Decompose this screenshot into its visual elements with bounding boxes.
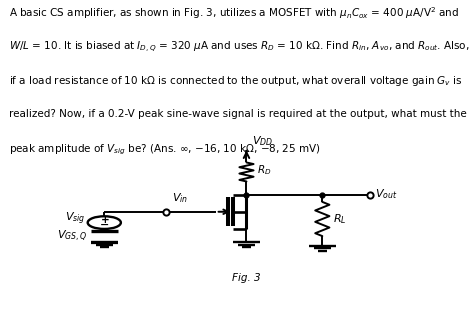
Text: $R_L$: $R_L$ [333,212,346,226]
Text: $V_{GS,Q}$: $V_{GS,Q}$ [57,229,87,244]
Text: $R_D$: $R_D$ [257,163,271,177]
Text: A basic CS amplifier, as shown in Fig. 3, utilizes a MOSFET with $\mu_nC_{ox}$ =: A basic CS amplifier, as shown in Fig. 3… [9,5,460,21]
Text: $V_{DD}$: $V_{DD}$ [252,135,273,149]
Text: $W/L$ = 10. It is biased at $I_{D,Q}$ = 320 $\mu$A and uses $R_D$ = 10 k$\Omega$: $W/L$ = 10. It is biased at $I_{D,Q}$ = … [9,40,470,55]
Text: $V_{sig}$: $V_{sig}$ [65,211,85,227]
Text: if a load resistance of 10 k$\Omega$ is connected to the output, what overall vo: if a load resistance of 10 k$\Omega$ is … [9,74,463,88]
Text: $V_{out}$: $V_{out}$ [375,188,398,202]
Text: peak amplitude of $V_{sig}$ be? (Ans. $\infty$, $-$16, 10 k$\Omega$, $-$8, 25 mV: peak amplitude of $V_{sig}$ be? (Ans. $\… [9,143,321,157]
Text: realized? Now, if a 0.2-V peak sine-wave signal is required at the output, what : realized? Now, if a 0.2-V peak sine-wave… [9,109,467,119]
Text: $V_{in}$: $V_{in}$ [172,192,188,205]
Text: −: − [100,220,109,230]
Text: +: + [100,215,109,225]
Text: Fig. 3: Fig. 3 [232,273,261,283]
